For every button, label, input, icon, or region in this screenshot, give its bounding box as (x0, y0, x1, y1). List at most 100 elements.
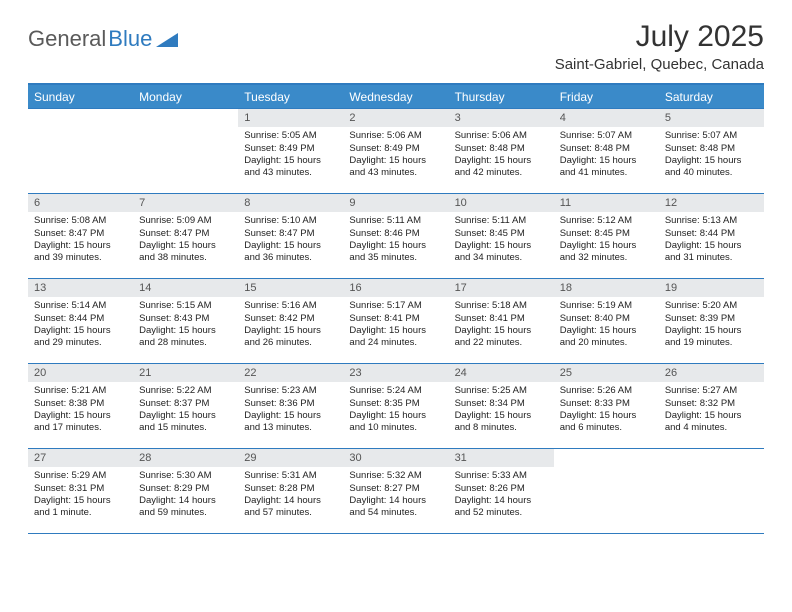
day-cell: 31Sunrise: 5:33 AMSunset: 8:26 PMDayligh… (449, 449, 554, 533)
daylight-text: Daylight: 15 hours and 15 minutes. (139, 410, 232, 435)
day-body: Sunrise: 5:31 AMSunset: 8:28 PMDaylight:… (238, 467, 343, 525)
day-number: 3 (449, 109, 554, 127)
day-number: 13 (28, 279, 133, 297)
day-number: 14 (133, 279, 238, 297)
day-body: Sunrise: 5:20 AMSunset: 8:39 PMDaylight:… (659, 297, 764, 355)
day-header-tuesday: Tuesday (238, 85, 343, 109)
day-body: Sunrise: 5:11 AMSunset: 8:46 PMDaylight:… (343, 212, 448, 270)
sunset-text: Sunset: 8:35 PM (349, 398, 442, 410)
day-number: 15 (238, 279, 343, 297)
daylight-text: Daylight: 15 hours and 26 minutes. (244, 325, 337, 350)
sunrise-text: Sunrise: 5:21 AM (34, 385, 127, 397)
day-body: Sunrise: 5:18 AMSunset: 8:41 PMDaylight:… (449, 297, 554, 355)
day-cell: 9Sunrise: 5:11 AMSunset: 8:46 PMDaylight… (343, 194, 448, 278)
daylight-text: Daylight: 15 hours and 29 minutes. (34, 325, 127, 350)
day-body: Sunrise: 5:06 AMSunset: 8:49 PMDaylight:… (343, 127, 448, 185)
day-body: Sunrise: 5:27 AMSunset: 8:32 PMDaylight:… (659, 382, 764, 440)
sunset-text: Sunset: 8:46 PM (349, 228, 442, 240)
title-block: July 2025 Saint-Gabriel, Quebec, Canada (555, 20, 764, 73)
sunset-text: Sunset: 8:48 PM (665, 143, 758, 155)
day-cell: 27Sunrise: 5:29 AMSunset: 8:31 PMDayligh… (28, 449, 133, 533)
sunrise-text: Sunrise: 5:06 AM (349, 130, 442, 142)
logo: GeneralBlue (28, 20, 178, 52)
day-number: 27 (28, 449, 133, 467)
day-body: Sunrise: 5:16 AMSunset: 8:42 PMDaylight:… (238, 297, 343, 355)
day-cell (133, 109, 238, 193)
day-number: 28 (133, 449, 238, 467)
week-row: 1Sunrise: 5:05 AMSunset: 8:49 PMDaylight… (28, 108, 764, 194)
sunrise-text: Sunrise: 5:22 AM (139, 385, 232, 397)
day-number: 8 (238, 194, 343, 212)
week-row: 13Sunrise: 5:14 AMSunset: 8:44 PMDayligh… (28, 278, 764, 364)
daylight-text: Daylight: 15 hours and 36 minutes. (244, 240, 337, 265)
day-cell: 18Sunrise: 5:19 AMSunset: 8:40 PMDayligh… (554, 279, 659, 363)
day-cell: 23Sunrise: 5:24 AMSunset: 8:35 PMDayligh… (343, 364, 448, 448)
sunrise-text: Sunrise: 5:33 AM (455, 470, 548, 482)
daylight-text: Daylight: 15 hours and 17 minutes. (34, 410, 127, 435)
sunset-text: Sunset: 8:27 PM (349, 483, 442, 495)
daylight-text: Daylight: 15 hours and 43 minutes. (244, 155, 337, 180)
header: GeneralBlue July 2025 Saint-Gabriel, Que… (28, 20, 764, 73)
daylight-text: Daylight: 14 hours and 54 minutes. (349, 495, 442, 520)
day-number: 19 (659, 279, 764, 297)
day-number: 25 (554, 364, 659, 382)
day-cell (554, 449, 659, 533)
day-number: 20 (28, 364, 133, 382)
day-number: 9 (343, 194, 448, 212)
day-header-thursday: Thursday (449, 85, 554, 109)
day-number: 17 (449, 279, 554, 297)
day-number: 7 (133, 194, 238, 212)
day-cell: 5Sunrise: 5:07 AMSunset: 8:48 PMDaylight… (659, 109, 764, 193)
sunrise-text: Sunrise: 5:29 AM (34, 470, 127, 482)
day-cell (28, 109, 133, 193)
calendar: Sunday Monday Tuesday Wednesday Thursday… (28, 83, 764, 534)
daylight-text: Daylight: 15 hours and 35 minutes. (349, 240, 442, 265)
day-body: Sunrise: 5:32 AMSunset: 8:27 PMDaylight:… (343, 467, 448, 525)
sunset-text: Sunset: 8:47 PM (244, 228, 337, 240)
day-cell: 26Sunrise: 5:27 AMSunset: 8:32 PMDayligh… (659, 364, 764, 448)
day-number: 30 (343, 449, 448, 467)
day-cell: 20 Sunrise: 5:21 AMSunset: 8:38 PMDayligh… (28, 364, 133, 448)
sunset-text: Sunset: 8:41 PM (455, 313, 548, 325)
day-number: 23 (343, 364, 448, 382)
sunset-text: Sunset: 8:48 PM (455, 143, 548, 155)
daylight-text: Daylight: 15 hours and 43 minutes. (349, 155, 442, 180)
daylight-text: Daylight: 15 hours and 10 minutes. (349, 410, 442, 435)
day-number: 24 (449, 364, 554, 382)
sunrise-text: Sunrise: 5:12 AM (560, 215, 653, 227)
day-header-sunday: Sunday (28, 85, 133, 109)
daylight-text: Daylight: 14 hours and 52 minutes. (455, 495, 548, 520)
sunset-text: Sunset: 8:34 PM (455, 398, 548, 410)
day-cell: 24Sunrise: 5:25 AMSunset: 8:34 PMDayligh… (449, 364, 554, 448)
day-cell: 15Sunrise: 5:16 AMSunset: 8:42 PMDayligh… (238, 279, 343, 363)
daylight-text: Daylight: 15 hours and 22 minutes. (455, 325, 548, 350)
day-body: Sunrise: 5:29 AMSunset: 8:31 PMDaylight:… (28, 467, 133, 525)
day-body: Sunrise: 5:13 AMSunset: 8:44 PMDaylight:… (659, 212, 764, 270)
day-cell: 10Sunrise: 5:11 AMSunset: 8:45 PMDayligh… (449, 194, 554, 278)
day-cell: 17Sunrise: 5:18 AMSunset: 8:41 PMDayligh… (449, 279, 554, 363)
sunrise-text: Sunrise: 5:32 AM (349, 470, 442, 482)
day-header-saturday: Saturday (659, 85, 764, 109)
day-cell: 13Sunrise: 5:14 AMSunset: 8:44 PMDayligh… (28, 279, 133, 363)
sunset-text: Sunset: 8:38 PM (34, 398, 127, 410)
day-body: Sunrise: 5:14 AMSunset: 8:44 PMDaylight:… (28, 297, 133, 355)
logo-text-1: General (28, 26, 106, 52)
sunset-text: Sunset: 8:28 PM (244, 483, 337, 495)
sunset-text: Sunset: 8:49 PM (244, 143, 337, 155)
weeks-container: 1Sunrise: 5:05 AMSunset: 8:49 PMDaylight… (28, 108, 764, 534)
sunset-text: Sunset: 8:33 PM (560, 398, 653, 410)
day-body: Sunrise: 5:09 AMSunset: 8:47 PMDaylight:… (133, 212, 238, 270)
daylight-text: Daylight: 15 hours and 1 minute. (34, 495, 127, 520)
day-body: Sunrise: 5:26 AMSunset: 8:33 PMDaylight:… (554, 382, 659, 440)
sunset-text: Sunset: 8:47 PM (139, 228, 232, 240)
week-row: 27Sunrise: 5:29 AMSunset: 8:31 PMDayligh… (28, 448, 764, 534)
sunrise-text: Sunrise: 5:07 AM (665, 130, 758, 142)
calendar-page: GeneralBlue July 2025 Saint-Gabriel, Que… (0, 0, 792, 554)
sunrise-text: Sunrise: 5:11 AM (455, 215, 548, 227)
day-cell: 19Sunrise: 5:20 AMSunset: 8:39 PMDayligh… (659, 279, 764, 363)
sunrise-text: Sunrise: 5:13 AM (665, 215, 758, 227)
sunset-text: Sunset: 8:44 PM (34, 313, 127, 325)
day-number: 21 (133, 364, 238, 382)
day-body: Sunrise: 5:07 AMSunset: 8:48 PMDaylight:… (659, 127, 764, 185)
day-number: 6 (28, 194, 133, 212)
